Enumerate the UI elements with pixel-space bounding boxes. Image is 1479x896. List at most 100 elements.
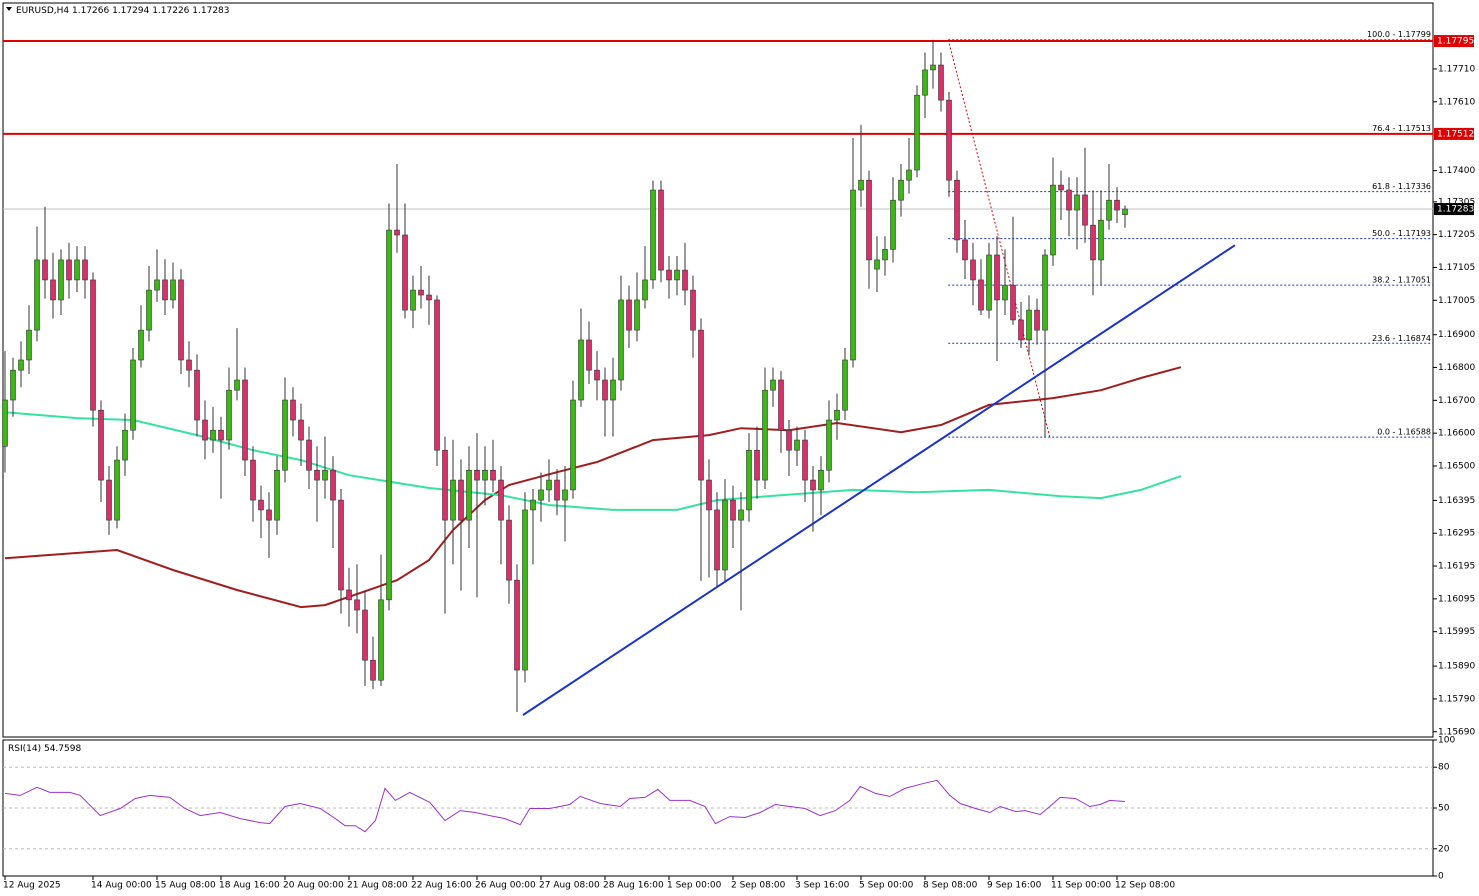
candle-body [1074, 194, 1080, 211]
candle-body [770, 379, 776, 391]
current-price-box [1434, 203, 1474, 216]
candle-body [482, 469, 488, 481]
candle-body [50, 279, 56, 301]
candle-body [498, 479, 504, 521]
candle-body [1034, 309, 1040, 331]
fib-label: 50.0 - 1.17193 [1372, 229, 1431, 238]
candle-body [946, 99, 952, 181]
rsi-tick-label: 80 [1438, 763, 1450, 773]
candle-body [202, 419, 208, 441]
x-tick-label: 26 Aug 00:00 [475, 881, 536, 891]
candle-body [754, 449, 760, 481]
candle-body [906, 169, 912, 181]
candle-body [1122, 208, 1128, 215]
candle-body [930, 64, 936, 71]
rsi-value: 54.7598 [44, 744, 81, 754]
candle-body [146, 289, 152, 331]
price-box-label: 1.17795 [1437, 37, 1474, 47]
candle-body [1066, 189, 1072, 211]
candle-body [1042, 254, 1048, 331]
candle-body [346, 589, 352, 601]
candle-body [162, 279, 168, 301]
candle-body [314, 469, 320, 481]
candle-body [610, 379, 616, 401]
main-panel [2, 2, 1434, 738]
candle-body [410, 289, 416, 311]
candle-body [698, 329, 704, 481]
candle-body [674, 269, 680, 281]
candle-body [794, 439, 800, 451]
y-tick-label: 1.16500 [1438, 461, 1475, 471]
candle-body [778, 379, 784, 431]
y-tick-label: 1.17610 [1438, 97, 1475, 107]
y-tick-label: 1.17205 [1438, 230, 1475, 240]
x-tick-label: 28 Aug 16:00 [603, 881, 664, 891]
x-tick-label: 14 Aug 00:00 [91, 881, 152, 891]
x-tick-label: 5 Sep 00:00 [859, 881, 914, 891]
y-tick-label: 1.16295 [1438, 529, 1475, 539]
candle-body [1050, 184, 1056, 256]
y-tick-label: 1.16700 [1438, 396, 1475, 406]
y-tick-label: 1.17105 [1438, 263, 1475, 273]
price-box-label: 1.17512 [1437, 129, 1474, 139]
candle-body [418, 289, 424, 296]
candle-body [266, 509, 272, 521]
candle-body [194, 369, 200, 421]
x-tick-label: 2 Sep 08:00 [731, 881, 786, 891]
candle-body [938, 64, 944, 101]
rsi-tick-label: 100 [1438, 736, 1455, 746]
candle-body [354, 599, 360, 611]
candle-body [730, 499, 736, 521]
candle-body [226, 389, 232, 441]
candle-body [658, 189, 664, 271]
candle-body [786, 429, 792, 451]
candle-body [722, 499, 728, 571]
open-value: 1.17266 [72, 6, 109, 16]
rsi-header: RSI(14) 54.7598 [8, 744, 81, 754]
candle-body [106, 479, 112, 521]
x-tick-label: 8 Sep 08:00 [923, 881, 978, 891]
candle-body [954, 179, 960, 241]
candle-body [434, 299, 440, 451]
candle-body [746, 449, 752, 511]
candle-body [274, 469, 280, 521]
candle-body [474, 469, 480, 481]
candle-body [714, 509, 720, 571]
y-tick-label: 1.15890 [1438, 662, 1475, 672]
candle-body [570, 399, 576, 491]
chart-header: EURUSD,H4 1.17266 1.17294 1.17226 1.1728… [16, 6, 230, 16]
candle-body [538, 489, 544, 501]
price-box [1434, 127, 1474, 140]
candle-body [122, 429, 128, 461]
candle-body [210, 429, 216, 441]
candle-body [882, 249, 888, 261]
candle-body [1082, 194, 1088, 226]
candle-body [306, 439, 312, 471]
x-tick-label: 27 Aug 08:00 [539, 881, 600, 891]
candle-body [642, 279, 648, 301]
low-value: 1.17226 [152, 6, 189, 16]
candle-body [666, 269, 672, 281]
candle-body [290, 399, 296, 421]
candle-body [282, 399, 288, 471]
candle-body [82, 259, 88, 281]
candle-body [802, 439, 808, 481]
current-price-label: 1.17283 [1437, 205, 1474, 215]
candle-body [338, 499, 344, 591]
y-tick-label: 1.17305 [1438, 197, 1475, 207]
candle-body [530, 499, 536, 511]
candle-body [1010, 284, 1016, 321]
candle-body [506, 519, 512, 581]
x-tick-label: 3 Sep 16:00 [795, 881, 850, 891]
candle-body [170, 279, 176, 301]
x-tick-label: 11 Sep 00:00 [1051, 881, 1111, 891]
menu-arrow [6, 7, 12, 11]
candle-body [450, 479, 456, 521]
candle-body [826, 419, 832, 471]
candle-body [154, 279, 160, 291]
close-value: 1.17283 [192, 6, 229, 16]
candle-body [994, 254, 1000, 301]
candle-body [866, 179, 872, 261]
candle-body [762, 389, 768, 481]
